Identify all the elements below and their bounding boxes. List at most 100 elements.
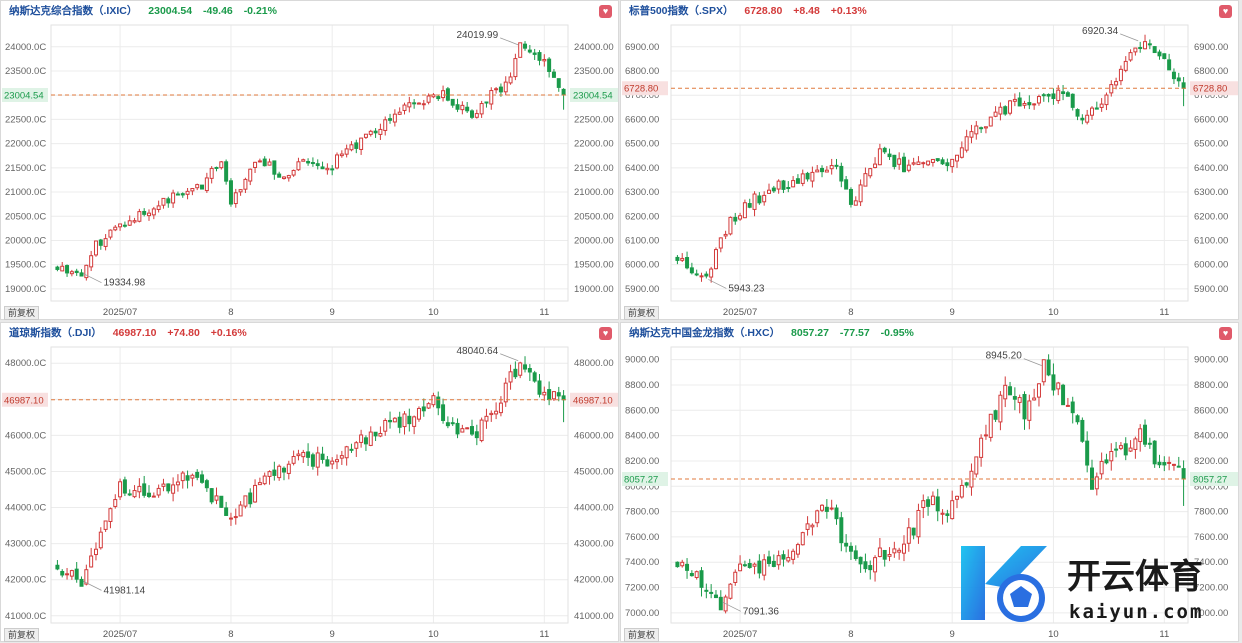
y-tick-label: 45000.0C [5,466,46,477]
candle-body [800,532,805,546]
candle-body [190,188,195,192]
index-name[interactable]: 道琼斯指数（.DJI） [9,327,102,339]
candle-body [277,173,282,178]
candle-body [829,165,834,170]
candle-body [829,507,834,510]
candle-body [455,422,460,435]
candle-body [1008,386,1013,396]
candle-body [1094,476,1099,490]
y-tick-label-right: 7800.00 [1194,507,1228,518]
candle-body [1171,71,1176,80]
candle-body [378,128,383,135]
candle-body [839,165,844,182]
index-name[interactable]: 标普500指数（.SPX） [629,5,734,17]
candle-body [542,391,547,396]
candle-body [474,113,479,118]
candle-body [713,249,718,270]
plot-area [50,24,569,302]
price-change: -77.57 [839,327,870,339]
index-name[interactable]: 纳斯达克中国金龙指数（.HXC） [629,327,781,339]
y-tick-label: 7400.00 [625,557,659,568]
candle-body [1017,397,1022,403]
candle-body [1061,91,1066,95]
candle-body [335,459,340,463]
candle-body [267,471,272,477]
adjust-button[interactable]: 前复权 [624,306,660,320]
candle-body [330,168,335,171]
candle-body [204,480,209,489]
candle-body [339,455,344,459]
candle-body [1171,463,1176,466]
candle-body [151,495,156,498]
candle-body [969,131,974,138]
x-tick-label: 10 [428,629,439,640]
y-tick-label: 6200.00 [625,211,659,222]
candle-body [368,431,373,446]
candle-body [315,452,320,468]
candle-body [738,215,743,220]
y-tick-label: 6500.00 [625,139,659,150]
adjust-button[interactable]: 前复权 [4,628,40,642]
adjust-button[interactable]: 前复权 [4,306,40,320]
candle-body [93,240,98,256]
price-change: +8.48 [793,5,820,17]
high-label: 6920.34 [1082,26,1119,37]
candle-body [426,403,431,409]
favorite-heart-icon[interactable]: ♥ [599,5,612,18]
y-tick-label: 21500.0C [5,163,46,174]
y-tick-label-right: 6300.00 [1194,187,1228,198]
candle-body [243,495,248,507]
candle-body [709,268,714,278]
x-tick-label: 8 [848,629,853,640]
candle-body [551,391,556,400]
adjust-button[interactable]: 前复权 [624,628,660,642]
y-tick-label: 8200.00 [625,456,659,467]
x-tick-label: 11 [539,629,549,640]
candle-body [445,422,450,427]
low-label: 19334.98 [104,278,146,289]
candle-body [723,233,728,237]
candle-body [74,568,79,580]
candle-body [354,442,359,449]
panel-header: 标普500指数（.SPX） 6728.80 +8.48 +0.13% [621,1,1238,21]
y-tick-label-right: 6500.00 [1194,139,1228,150]
y-tick-label-right: 43000.00 [574,539,614,550]
low-pointer [83,273,102,284]
candle-body [397,416,402,428]
candle-body [498,86,503,93]
candle-body [561,88,566,96]
y-tick-label: 19000.0C [5,284,46,295]
candle-body [820,504,825,511]
candle-body [945,513,950,516]
candle-body [1138,428,1143,443]
candle-body [310,454,315,467]
favorite-heart-icon[interactable]: ♥ [599,327,612,340]
candle-body [113,499,118,507]
candle-body [930,158,935,163]
y-tick-label: 21000.0C [5,187,46,198]
index-name[interactable]: 纳斯达克综合指数（.IXIC） [9,5,138,17]
favorite-heart-icon[interactable]: ♥ [1219,327,1232,340]
y-tick-label: 46000.0C [5,430,46,441]
candle-body [1065,404,1070,407]
candle-body [1133,438,1138,450]
last-price-tag [622,81,668,96]
y-tick-label-right: 6400.00 [1194,163,1228,174]
candle-body [426,95,431,103]
candle-body [858,184,863,203]
candle-body [887,554,892,557]
favorite-heart-icon[interactable]: ♥ [1219,5,1232,18]
candle-body [156,487,161,496]
candle-body [315,163,320,167]
y-tick-label: 6900.00 [625,42,659,53]
candle-body [863,173,868,187]
x-tick-label: 9 [950,307,955,318]
candle-body [65,265,70,274]
candle-body [296,161,301,171]
candle-body [450,98,455,106]
candle-body [1046,93,1051,97]
candle-body [747,203,752,208]
candle-body [354,142,359,149]
candle-body [301,159,306,162]
candle-body [291,456,296,464]
